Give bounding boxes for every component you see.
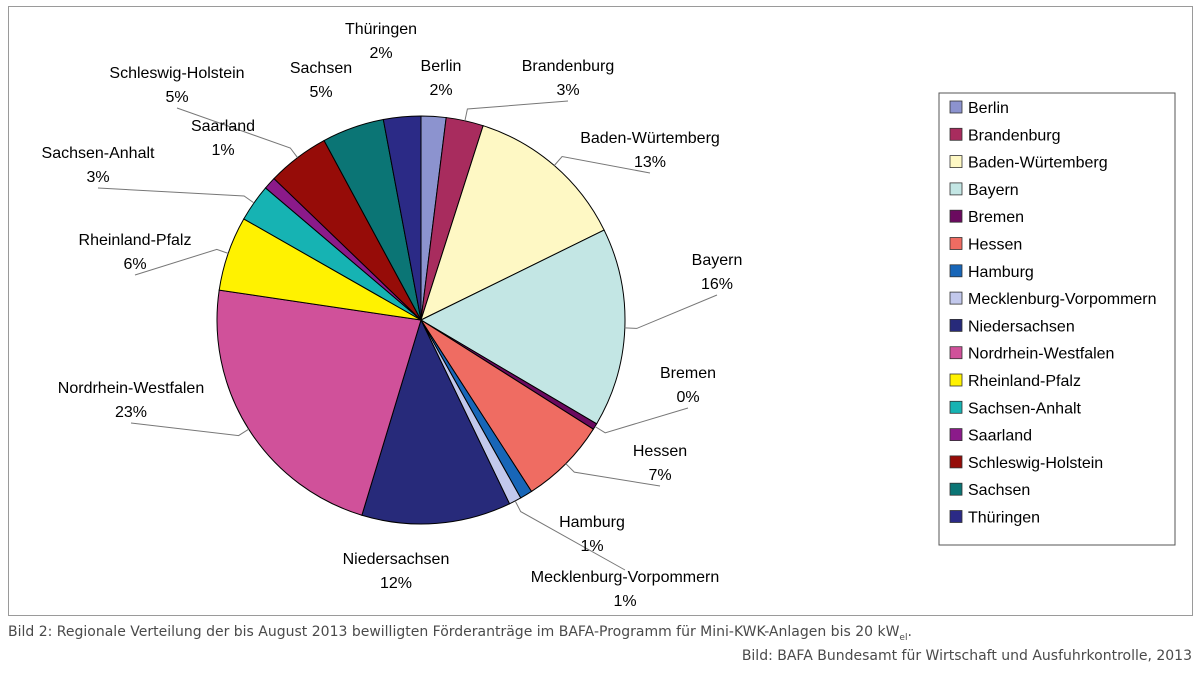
pie-slice-bayern [419, 229, 626, 425]
legend-swatch-saarland [949, 428, 963, 442]
caption-subscript: el [899, 632, 908, 643]
leader-line-baden-wurtemberg [553, 155, 651, 174]
pie-slices [216, 115, 626, 525]
legend-label-brandenburg: Brandenburg [968, 127, 1061, 144]
leader-line-mecklenburg-vorpommern [514, 500, 626, 571]
legend-label-niedersachsen: Niedersachsen [968, 318, 1075, 335]
legend-swatch-hamburg [949, 264, 963, 278]
legend-swatch-niedersachsen [949, 318, 963, 332]
leader-line-nordrhein-westfalen [130, 422, 249, 437]
leader-line-sachsen-anhalt [97, 187, 255, 204]
slice-label-thuringen: Thüringen 2% [345, 21, 417, 62]
legend-label-hamburg: Hamburg [968, 264, 1034, 281]
slice-label-sachsen-anhalt: Sachsen-Anhalt 3% [42, 145, 156, 186]
legend-label-schleswig-holstein: Schleswig-Holstein [968, 455, 1103, 472]
slice-label-saarland: Saarland 1% [191, 118, 255, 159]
chart-frame: Berlin 2% Brandenburg 3% Baden-Würtemberg 13%… [8, 6, 1193, 616]
slice-label-baden-wurtemberg: Baden-Würtemberg 13% [580, 130, 720, 171]
leader-line-hessen [565, 463, 661, 487]
legend-swatch-sachsen [949, 482, 963, 496]
pie-slice-thuringen [382, 115, 422, 321]
pie-chart: Berlin 2% Brandenburg 3% Baden-Würtemberg 13%… [42, 21, 1176, 610]
pie-slice-nordrhein-westfalen [216, 289, 422, 516]
figure-credit: Bild: BAFA Bundesamt für Wirtschaft und … [741, 648, 1192, 664]
legend-label-rheinland-pfalz: Rheinland-Pfalz [968, 373, 1081, 390]
leader-line-bayern [624, 294, 718, 329]
legend-swatch-brandenburg [949, 127, 963, 141]
slice-label-bremen: Bremen 0% [660, 365, 716, 406]
caption-end: . [907, 624, 912, 640]
legend-label-mecklenburg-vorpommern: Mecklenburg-Vorpommern [968, 291, 1157, 308]
legend-label-berlin: Berlin [968, 100, 1009, 117]
figure-caption: Bild 2: Regionale Verteilung der bis Aug… [8, 624, 912, 643]
legend-box [938, 92, 1176, 546]
legend-swatch-hessen [949, 237, 963, 250]
legend-label-nordrhein-westfalen: Nordrhein-Westfalen [968, 346, 1114, 363]
pie-slice-niedersachsen [361, 318, 511, 525]
pie-slice-baden-wurtemberg [420, 125, 605, 321]
legend-swatch-schleswig-holstein [949, 455, 963, 469]
legend-swatch-nordrhein-westfalen [949, 346, 963, 360]
legend-swatch-bayern [949, 182, 963, 196]
legend-swatch-baden-wurtemberg [949, 155, 963, 169]
legend-swatch-bremen [949, 209, 963, 223]
slice-label-nordrhein-westfalen: Nordrhein-Westfalen 23% [58, 380, 204, 421]
slice-label-schleswig-holstein: Schleswig-Holstein 5% [109, 65, 244, 106]
legend-swatch-rheinland-pfalz [949, 373, 963, 387]
leader-lines [97, 100, 718, 571]
slice-label-bayern: Bayern 16% [692, 252, 743, 293]
legend-label-thuringen: Thüringen [968, 510, 1040, 527]
slice-label-hessen: Hessen 7% [633, 443, 687, 484]
leader-line-rheinland-pfalz [134, 248, 229, 276]
caption-text: Bild 2: Regionale Verteilung der bis Aug… [8, 624, 900, 640]
slice-label-berlin: Berlin 2% [421, 58, 462, 99]
leader-line-bremen [594, 407, 689, 434]
legend-label-sachsen-anhalt: Sachsen-Anhalt [968, 400, 1082, 417]
legend-label-saarland: Saarland [968, 428, 1032, 445]
legend-swatch-berlin [949, 100, 963, 114]
legend-label-baden-wurtemberg: Baden-Würtemberg [968, 155, 1108, 172]
slice-label-rheinland-pfalz: Rheinland-Pfalz 6% [79, 232, 192, 273]
legend-label-hessen: Hessen [968, 237, 1022, 254]
slice-label-niedersachsen: Niedersachsen 12% [343, 551, 450, 592]
legend-label-sachsen: Sachsen [968, 482, 1030, 499]
slice-label-sachsen: Sachsen 5% [290, 60, 352, 101]
legend-label-bayern: Bayern [968, 182, 1019, 199]
slice-label-brandenburg: Brandenburg 3% [522, 58, 615, 99]
leader-line-schleswig-holstein [176, 107, 298, 158]
slice-label-hamburg: Hamburg 1% [559, 514, 625, 555]
legend-swatch-thuringen [949, 510, 963, 523]
leader-line-brandenburg [464, 100, 569, 121]
legend-swatch-sachsen-anhalt [949, 400, 963, 414]
legend-swatch-mecklenburg-vorpommern [949, 291, 963, 305]
slice-labels: Berlin 2% Brandenburg 3% Baden-Würtemberg 13%… [42, 21, 743, 610]
legend: Berlin Brandenburg Baden-Würtemberg Bayern B… [938, 92, 1176, 546]
slice-label-mecklenburg-vorpommern: Mecklenburg-Vorpommern 1% [531, 569, 720, 610]
legend-label-bremen: Bremen [968, 209, 1024, 226]
